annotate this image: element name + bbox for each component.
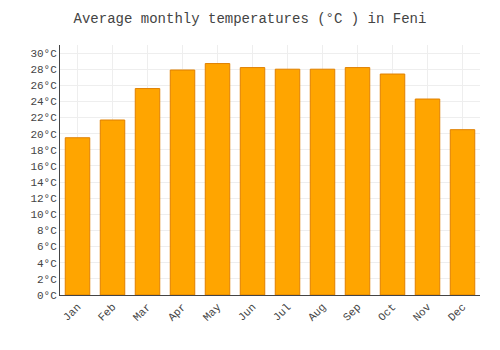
svg-text:Nov: Nov (411, 301, 434, 324)
svg-text:16°C: 16°C (30, 161, 57, 173)
svg-text:Dec: Dec (446, 301, 468, 323)
svg-text:18°C: 18°C (30, 145, 57, 157)
svg-text:2°C: 2°C (37, 274, 57, 286)
svg-text:Aug: Aug (306, 301, 328, 323)
svg-text:20°C: 20°C (30, 129, 57, 141)
svg-text:Average monthly temperatures (: Average monthly temperatures (°C ) in Fe… (74, 11, 427, 27)
svg-text:Apr: Apr (166, 301, 188, 323)
svg-text:26°C: 26°C (30, 80, 57, 92)
svg-text:30°C: 30°C (30, 48, 57, 60)
svg-text:14°C: 14°C (30, 177, 57, 189)
svg-text:28°C: 28°C (30, 64, 57, 76)
svg-text:6°C: 6°C (37, 241, 57, 253)
svg-text:8°C: 8°C (37, 225, 57, 237)
svg-text:Oct: Oct (376, 301, 398, 323)
svg-text:0°C: 0°C (37, 290, 57, 302)
svg-text:Jun: Jun (236, 301, 258, 323)
svg-text:24°C: 24°C (30, 96, 57, 108)
svg-text:Feb: Feb (96, 301, 118, 323)
svg-text:4°C: 4°C (37, 258, 57, 270)
svg-text:Mar: Mar (131, 301, 153, 323)
svg-text:12°C: 12°C (30, 193, 57, 205)
svg-text:Sep: Sep (341, 301, 363, 323)
svg-text:Jan: Jan (61, 301, 83, 323)
svg-text:22°C: 22°C (30, 112, 57, 124)
svg-text:10°C: 10°C (30, 209, 57, 221)
svg-text:May: May (201, 301, 224, 324)
svg-text:Jul: Jul (271, 301, 293, 323)
